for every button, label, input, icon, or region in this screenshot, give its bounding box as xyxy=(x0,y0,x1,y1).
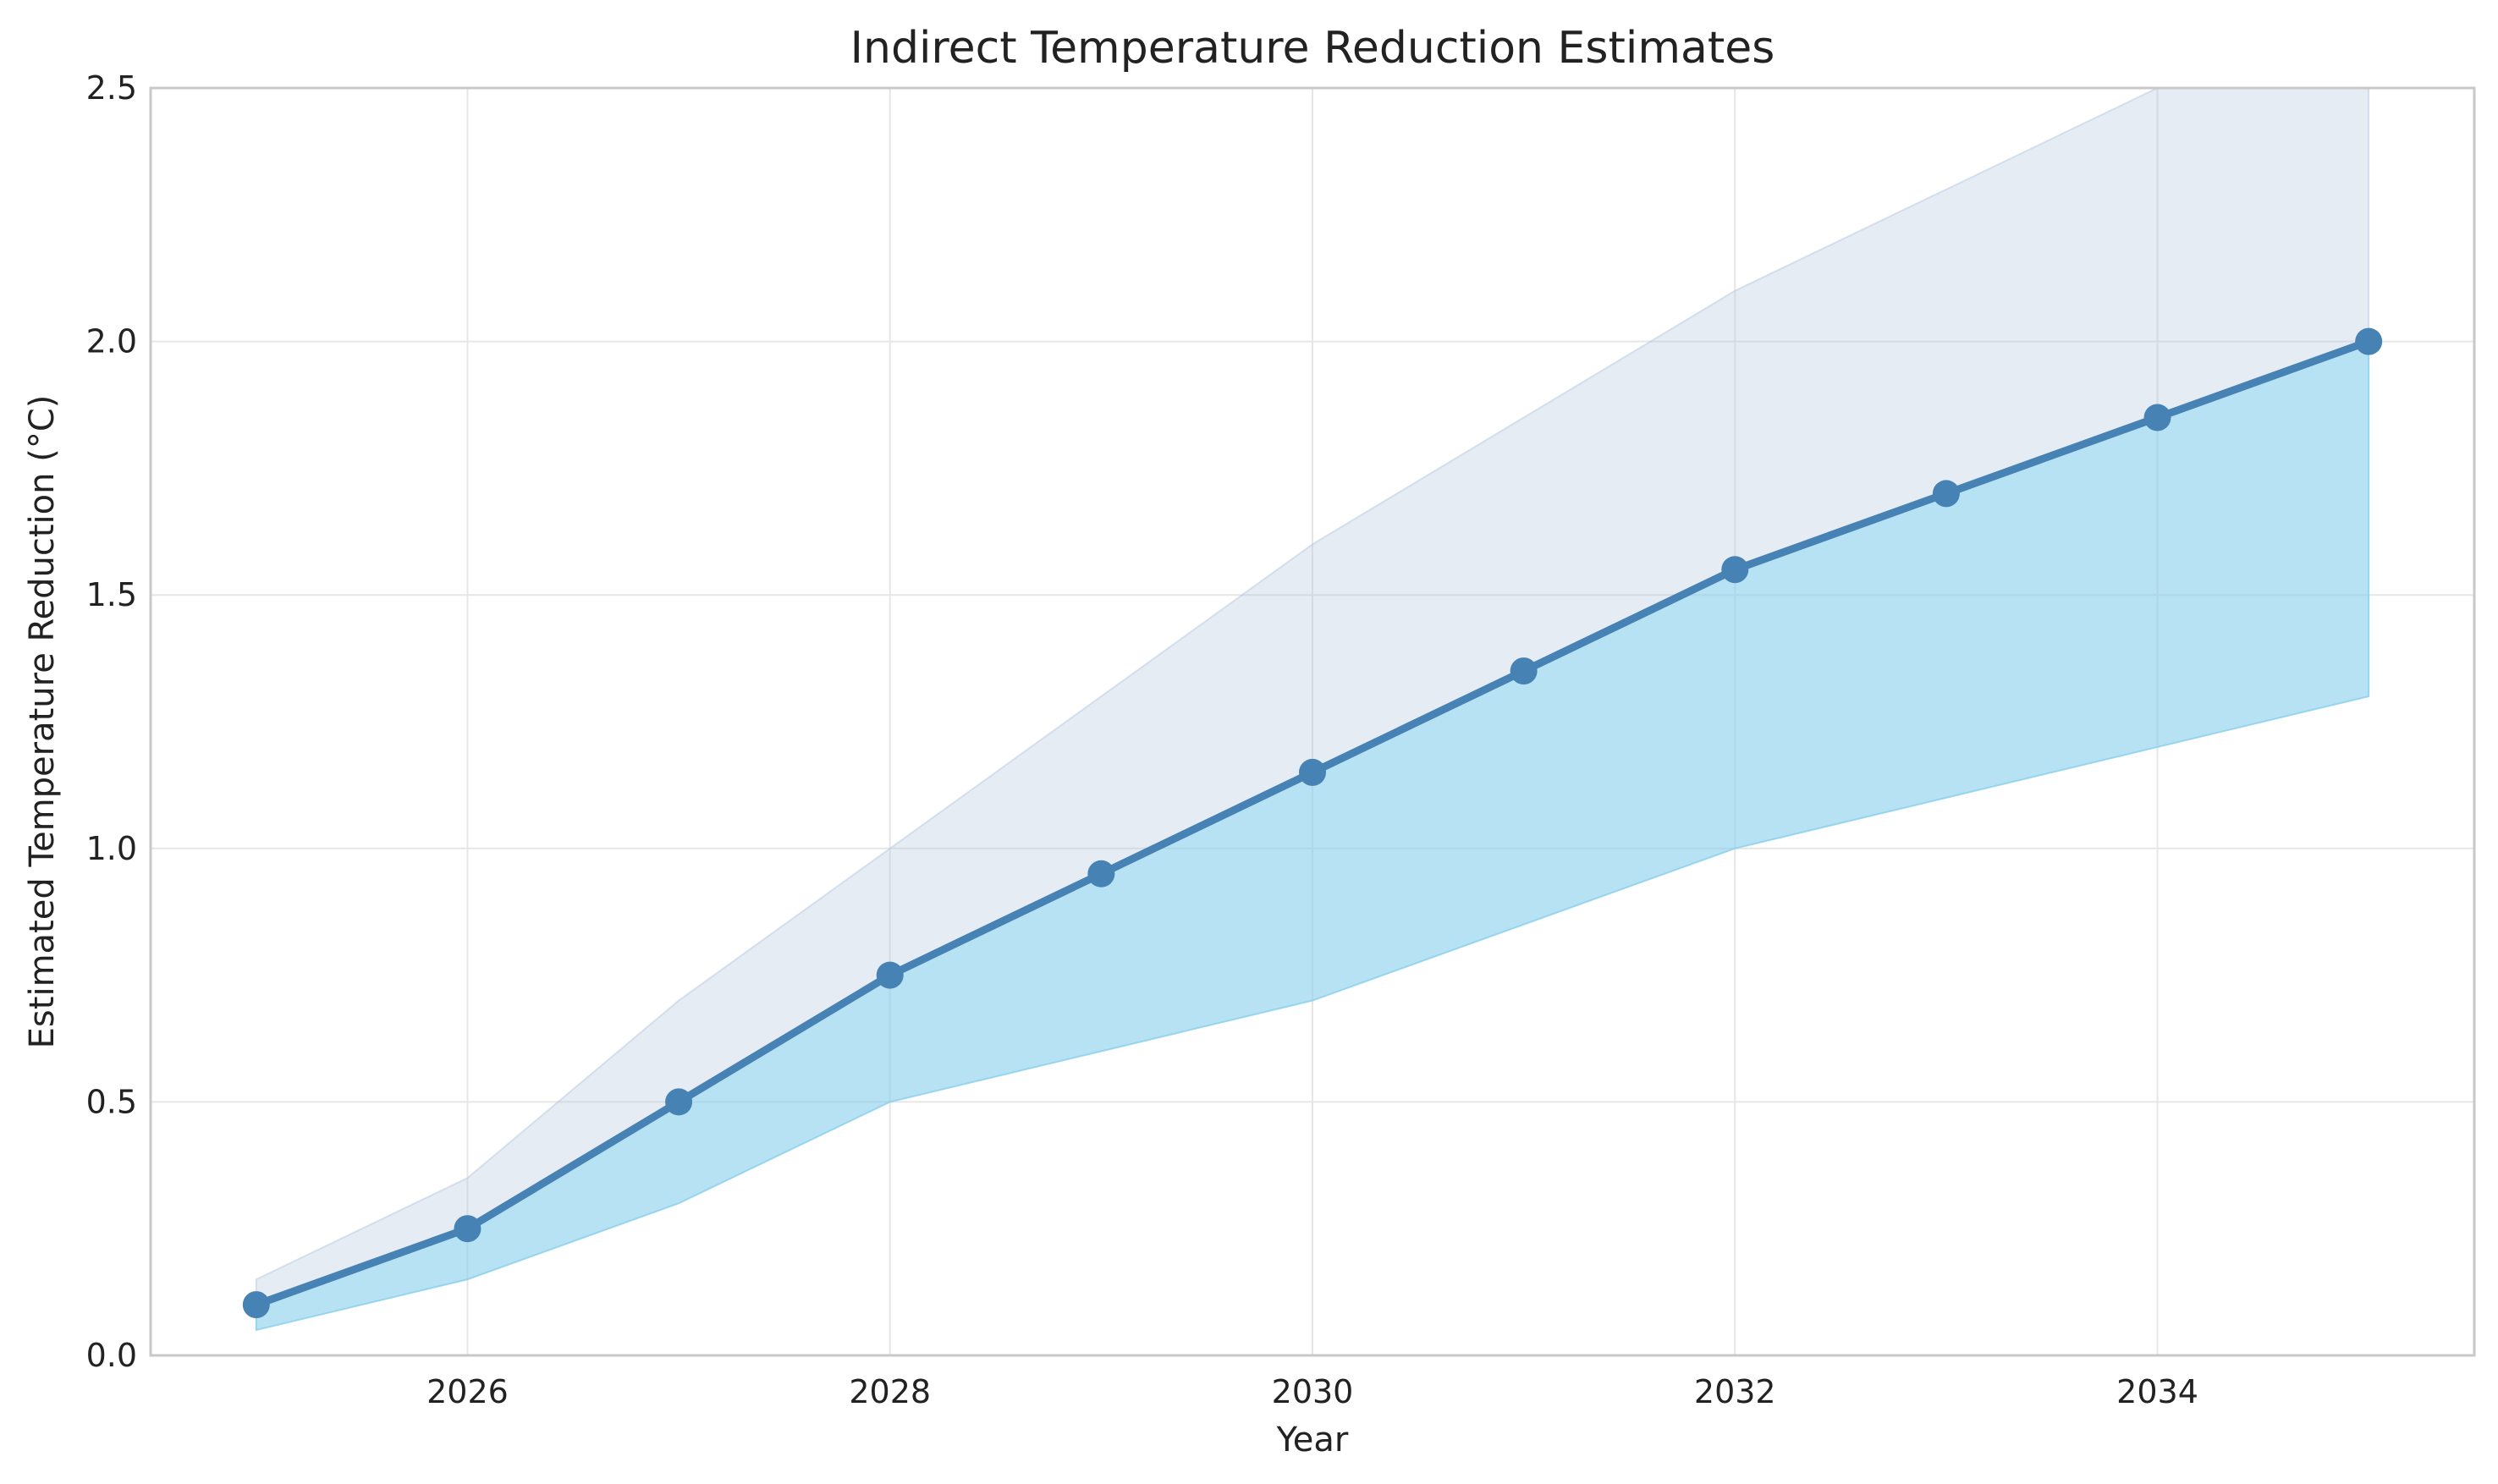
plot-frame xyxy=(149,86,2476,1357)
y-axis-label: Estimated Temperature Reduction (°C) xyxy=(23,395,62,1049)
data-point xyxy=(665,1088,693,1116)
data-point xyxy=(1721,556,1749,584)
y-tick-label: 0.0 xyxy=(86,1337,137,1374)
data-point xyxy=(2143,404,2171,431)
chart-title: Indirect Temperature Reduction Estimates xyxy=(850,23,1775,74)
x-tick-label: 2026 xyxy=(426,1373,509,1410)
data-point xyxy=(1299,758,1326,786)
y-tick-label: 1.5 xyxy=(86,576,137,613)
data-point xyxy=(2355,327,2383,355)
x-tick-label: 2030 xyxy=(1272,1373,1354,1410)
y-tick-label: 2.0 xyxy=(86,323,137,360)
x-axis-ticks: 2026 2028 2030 2032 2034 xyxy=(426,1373,2198,1410)
x-axis-label: Year xyxy=(1276,1421,1349,1459)
x-tick-label: 2032 xyxy=(1694,1373,1776,1410)
series-layer xyxy=(242,327,2383,1319)
data-point xyxy=(242,1291,270,1319)
data-point xyxy=(876,961,904,989)
y-axis-ticks: 0.0 0.5 1.0 1.5 2.0 2.5 xyxy=(86,69,137,1374)
data-point xyxy=(454,1215,481,1243)
x-tick-label: 2028 xyxy=(849,1373,931,1410)
x-tick-label: 2034 xyxy=(2116,1373,2198,1410)
y-tick-label: 1.0 xyxy=(86,830,137,867)
y-tick-label: 0.5 xyxy=(86,1083,137,1120)
data-point xyxy=(1087,860,1115,888)
data-point xyxy=(1932,480,1960,508)
data-point xyxy=(1510,657,1538,685)
y-tick-label: 2.5 xyxy=(86,69,137,107)
